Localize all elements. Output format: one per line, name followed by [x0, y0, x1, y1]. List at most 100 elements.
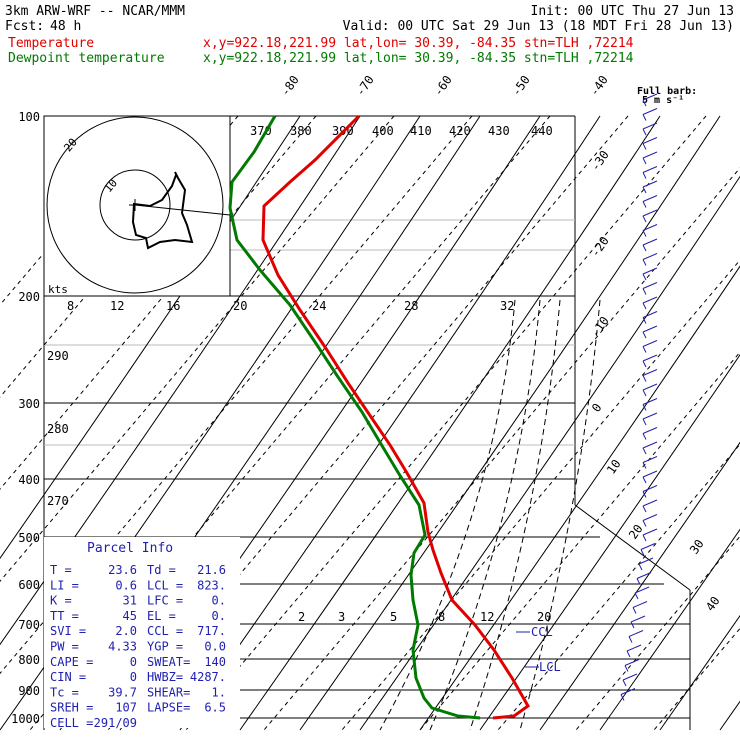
- isotherm-label: -80: [278, 73, 302, 99]
- theta-label: 420: [449, 124, 471, 138]
- isotherm-line: [263, 167, 740, 731]
- wind-barb: [642, 195, 658, 202]
- wind-barb: [630, 615, 646, 623]
- isotherm-line: [185, 115, 707, 731]
- isotherm-line: [653, 627, 740, 731]
- mixing-ratio-label: 3: [338, 610, 345, 624]
- isotherm-line: [341, 259, 740, 731]
- moist-adiabat: [429, 299, 541, 731]
- isotherm-label: -40: [587, 73, 611, 99]
- parcel-value: 0.: [212, 609, 226, 623]
- thetae-label: 8: [67, 299, 74, 313]
- isotherm-label: -30: [588, 148, 612, 174]
- parcel-value: 717.: [197, 624, 226, 638]
- wind-barb-flag: [642, 462, 647, 469]
- isotherm-line: [0, 115, 317, 490]
- wind-barb: [642, 456, 658, 463]
- mixing-ratio-label: 2: [298, 610, 305, 624]
- parcel-label: EL =: [147, 609, 176, 623]
- wind-barb: [642, 137, 658, 144]
- wind-barb-flag: [640, 549, 645, 556]
- parcel-value: 140: [204, 655, 226, 669]
- parcel-value: 4287.: [190, 670, 226, 684]
- moist-adiabat: [469, 299, 561, 731]
- mixing-ratio-label: 5: [390, 610, 397, 624]
- mixing-ratio-label: 20: [537, 610, 551, 624]
- parcel-value: 45: [123, 609, 137, 623]
- thetae-label: 12: [110, 299, 124, 313]
- wind-barb: [642, 122, 658, 130]
- hodo-label-kts: kts: [48, 283, 68, 296]
- wind-barb: [642, 499, 658, 507]
- theta-label-left: 270: [47, 494, 69, 508]
- parcel-label: LFC =: [147, 594, 183, 608]
- wind-barb: [624, 659, 640, 666]
- dry-adiabat: [299, 115, 721, 731]
- wind-barb-flag: [642, 389, 647, 397]
- isotherm-label: 0: [589, 401, 605, 415]
- dry-adiabat: [599, 528, 740, 731]
- wind-barb-flag: [626, 650, 631, 658]
- dry-adiabat: [0, 115, 301, 560]
- parcel-label: Td =: [147, 563, 176, 577]
- wind-barb: [642, 311, 658, 318]
- parcel-label: LI =: [50, 578, 79, 592]
- wind-barb-flag: [642, 230, 647, 237]
- pressure-label: 700: [18, 618, 40, 632]
- wind-barb: [642, 238, 658, 246]
- wind-barb: [642, 282, 658, 289]
- parcel-value: 291/09: [94, 716, 137, 730]
- wind-barb-flag: [634, 592, 639, 600]
- isotherm-line: [0, 115, 473, 675]
- thetae-label: 16: [166, 299, 180, 313]
- wind-barb-flag: [642, 288, 647, 295]
- wind-barb: [640, 543, 656, 550]
- wind-barb: [642, 267, 658, 275]
- dry-adiabat: [239, 115, 661, 731]
- thetae-labels: 8 12 16 20 24 28 32: [67, 299, 514, 313]
- legend-dewpoint: Dewpoint temperature: [8, 51, 165, 66]
- hodograph-trace: [131, 171, 194, 250]
- wind-barb-flag: [642, 259, 647, 266]
- wind-barb-flag: [642, 172, 647, 179]
- init-time: Init: 00 UTC Thu 27 Jun 13: [531, 4, 735, 19]
- wind-barb: [642, 398, 658, 405]
- isotherm-label: -70: [353, 73, 377, 99]
- wind-barb-flag: [630, 621, 635, 629]
- isotherm-label: -10: [588, 314, 612, 340]
- parcel-value: 0.6: [115, 578, 137, 592]
- wind-barb: [642, 354, 658, 362]
- wind-barb: [642, 166, 658, 173]
- wind-barb-flag: [642, 143, 647, 150]
- legend-temperature: Temperature: [8, 36, 94, 51]
- parcel-label: CIN =: [50, 670, 86, 684]
- legend-dewpoint-info: x,y=922.18,221.99 lat,lon= 30.39, -84.35…: [203, 51, 634, 66]
- theta-label-left: 290: [47, 349, 69, 363]
- wind-barb: [642, 180, 658, 188]
- isotherm-label: 30: [687, 537, 707, 557]
- dry-adiabat: [359, 175, 740, 731]
- wind-barb: [642, 224, 658, 231]
- wind-barb: [636, 572, 652, 579]
- thetae-label: 24: [312, 299, 326, 313]
- dry-adiabat: [539, 441, 740, 731]
- ccl-label: CCL: [531, 625, 553, 639]
- parcel-value: 823.: [197, 578, 226, 592]
- wind-barb: [642, 369, 658, 376]
- dry-adiabat: [719, 700, 740, 731]
- theta-label-left: 280: [47, 422, 69, 436]
- wind-barb: [642, 383, 658, 391]
- isotherm-label: 20: [626, 522, 646, 542]
- barb-units: 5 m s⁻¹: [642, 95, 684, 106]
- mixing-ratio-labels: 2 3 5 8 12 20: [298, 610, 551, 624]
- wind-barb: [642, 93, 658, 101]
- wind-barb-flag: [642, 433, 647, 440]
- wind-barb: [628, 630, 644, 637]
- thetae-label: 20: [233, 299, 247, 313]
- parcel-info-title: Parcel Info: [87, 541, 173, 556]
- wind-barb-flag: [642, 331, 647, 339]
- wind-barb-flag: [642, 273, 647, 281]
- pressure-labels: 100 200 300 400 500 600 700 800 900 1000: [11, 110, 40, 726]
- parcel-label: CCL =: [147, 624, 183, 638]
